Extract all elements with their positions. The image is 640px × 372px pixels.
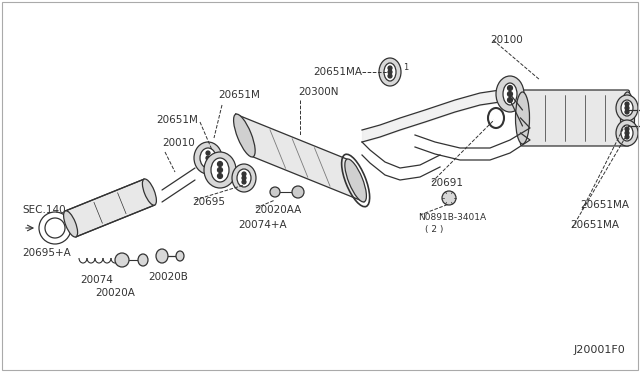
Ellipse shape	[242, 180, 246, 184]
Text: 20100: 20100	[490, 35, 523, 45]
Text: 20651M: 20651M	[156, 115, 198, 125]
Text: 20074: 20074	[80, 275, 113, 285]
Ellipse shape	[388, 70, 392, 74]
Ellipse shape	[143, 179, 156, 205]
Text: 20695+A: 20695+A	[22, 248, 71, 258]
Ellipse shape	[496, 76, 524, 112]
Text: 20691: 20691	[430, 178, 463, 188]
Ellipse shape	[345, 159, 367, 202]
Text: 20695: 20695	[192, 197, 225, 207]
Ellipse shape	[206, 161, 210, 165]
Ellipse shape	[616, 120, 638, 146]
Ellipse shape	[194, 142, 222, 174]
Text: ( 2 ): ( 2 )	[425, 225, 444, 234]
Ellipse shape	[200, 148, 216, 168]
Ellipse shape	[242, 172, 246, 176]
Ellipse shape	[508, 97, 513, 103]
Ellipse shape	[625, 102, 629, 106]
Text: 20651MA: 20651MA	[313, 67, 362, 77]
Ellipse shape	[625, 106, 629, 110]
Ellipse shape	[616, 95, 638, 121]
FancyBboxPatch shape	[520, 90, 630, 146]
Ellipse shape	[204, 152, 236, 188]
Ellipse shape	[621, 92, 634, 144]
Ellipse shape	[625, 127, 629, 131]
Ellipse shape	[388, 66, 392, 70]
Ellipse shape	[388, 74, 392, 78]
Text: 20651M: 20651M	[218, 90, 260, 100]
Text: 20020A: 20020A	[95, 288, 135, 298]
Text: 20020AA: 20020AA	[254, 205, 301, 215]
Ellipse shape	[138, 254, 148, 266]
Polygon shape	[65, 179, 155, 237]
Ellipse shape	[292, 186, 304, 198]
Ellipse shape	[508, 92, 513, 96]
Text: 20651MA: 20651MA	[570, 220, 619, 230]
Ellipse shape	[515, 92, 529, 144]
Ellipse shape	[156, 249, 168, 263]
Ellipse shape	[63, 211, 77, 237]
Polygon shape	[236, 114, 364, 202]
Ellipse shape	[625, 131, 629, 135]
Ellipse shape	[508, 86, 513, 90]
Ellipse shape	[211, 158, 229, 182]
Ellipse shape	[621, 125, 633, 141]
Ellipse shape	[621, 100, 633, 116]
Ellipse shape	[270, 187, 280, 197]
Ellipse shape	[206, 156, 210, 160]
Ellipse shape	[379, 58, 401, 86]
Ellipse shape	[234, 114, 255, 157]
Ellipse shape	[115, 253, 129, 267]
Text: J20001F0: J20001F0	[573, 345, 625, 355]
Text: 20020B: 20020B	[148, 272, 188, 282]
Text: 20074+A: 20074+A	[238, 220, 287, 230]
Ellipse shape	[218, 161, 223, 167]
Text: 20010: 20010	[162, 138, 195, 148]
Ellipse shape	[232, 164, 256, 192]
Ellipse shape	[39, 212, 71, 244]
Text: 20651MA: 20651MA	[580, 200, 629, 210]
Ellipse shape	[176, 251, 184, 261]
Ellipse shape	[625, 135, 629, 139]
Ellipse shape	[218, 167, 223, 173]
Ellipse shape	[503, 83, 517, 105]
Ellipse shape	[442, 191, 456, 205]
Ellipse shape	[625, 110, 629, 114]
Ellipse shape	[45, 218, 65, 238]
Ellipse shape	[218, 173, 223, 179]
Text: 1: 1	[403, 64, 408, 73]
Text: 20300N: 20300N	[298, 87, 339, 97]
Ellipse shape	[242, 176, 246, 180]
Ellipse shape	[384, 63, 396, 81]
Ellipse shape	[206, 151, 210, 155]
Text: SEC.140: SEC.140	[22, 205, 66, 215]
Ellipse shape	[237, 169, 251, 187]
Text: N0891B-3401A: N0891B-3401A	[418, 213, 486, 222]
